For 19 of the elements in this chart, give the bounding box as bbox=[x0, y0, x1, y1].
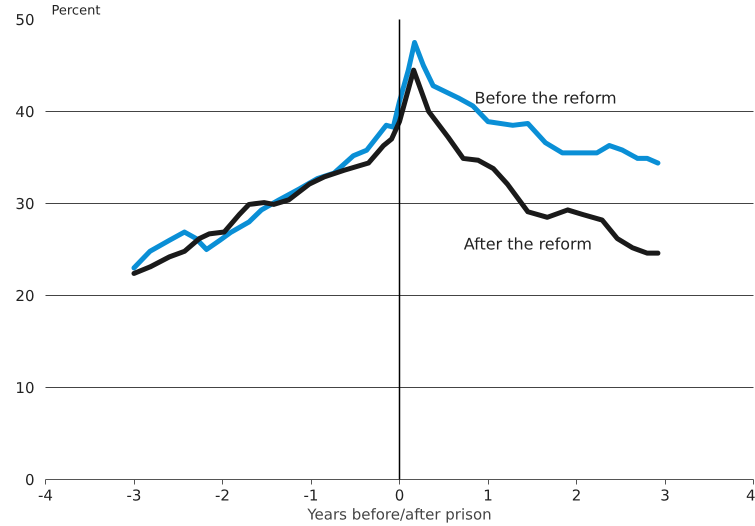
x-tick-label: 0 bbox=[394, 486, 404, 504]
y-axis-title: Percent bbox=[52, 4, 100, 18]
series-label: Before the reform bbox=[474, 88, 617, 108]
y-tick-label: 30 bbox=[15, 195, 35, 213]
y-tick-label: 20 bbox=[15, 287, 35, 305]
y-tick-label: 40 bbox=[15, 103, 35, 121]
series-label: After the reform bbox=[464, 234, 592, 254]
y-tick-label: 0 bbox=[24, 471, 35, 489]
x-tick-label: -1 bbox=[304, 486, 318, 504]
y-tick-label: 50 bbox=[15, 11, 35, 29]
x-tick-label: -3 bbox=[126, 486, 142, 504]
x-tick-label: 2 bbox=[572, 486, 582, 504]
x-tick-label: -4 bbox=[38, 486, 53, 504]
x-axis-title: Years before/after prison bbox=[306, 506, 492, 524]
x-tick-label: 4 bbox=[746, 486, 755, 504]
y-tick-label: 10 bbox=[15, 379, 35, 397]
x-tick-label: -2 bbox=[215, 486, 230, 504]
x-tick-label: 3 bbox=[660, 486, 670, 504]
x-tick-label: 1 bbox=[483, 486, 493, 504]
